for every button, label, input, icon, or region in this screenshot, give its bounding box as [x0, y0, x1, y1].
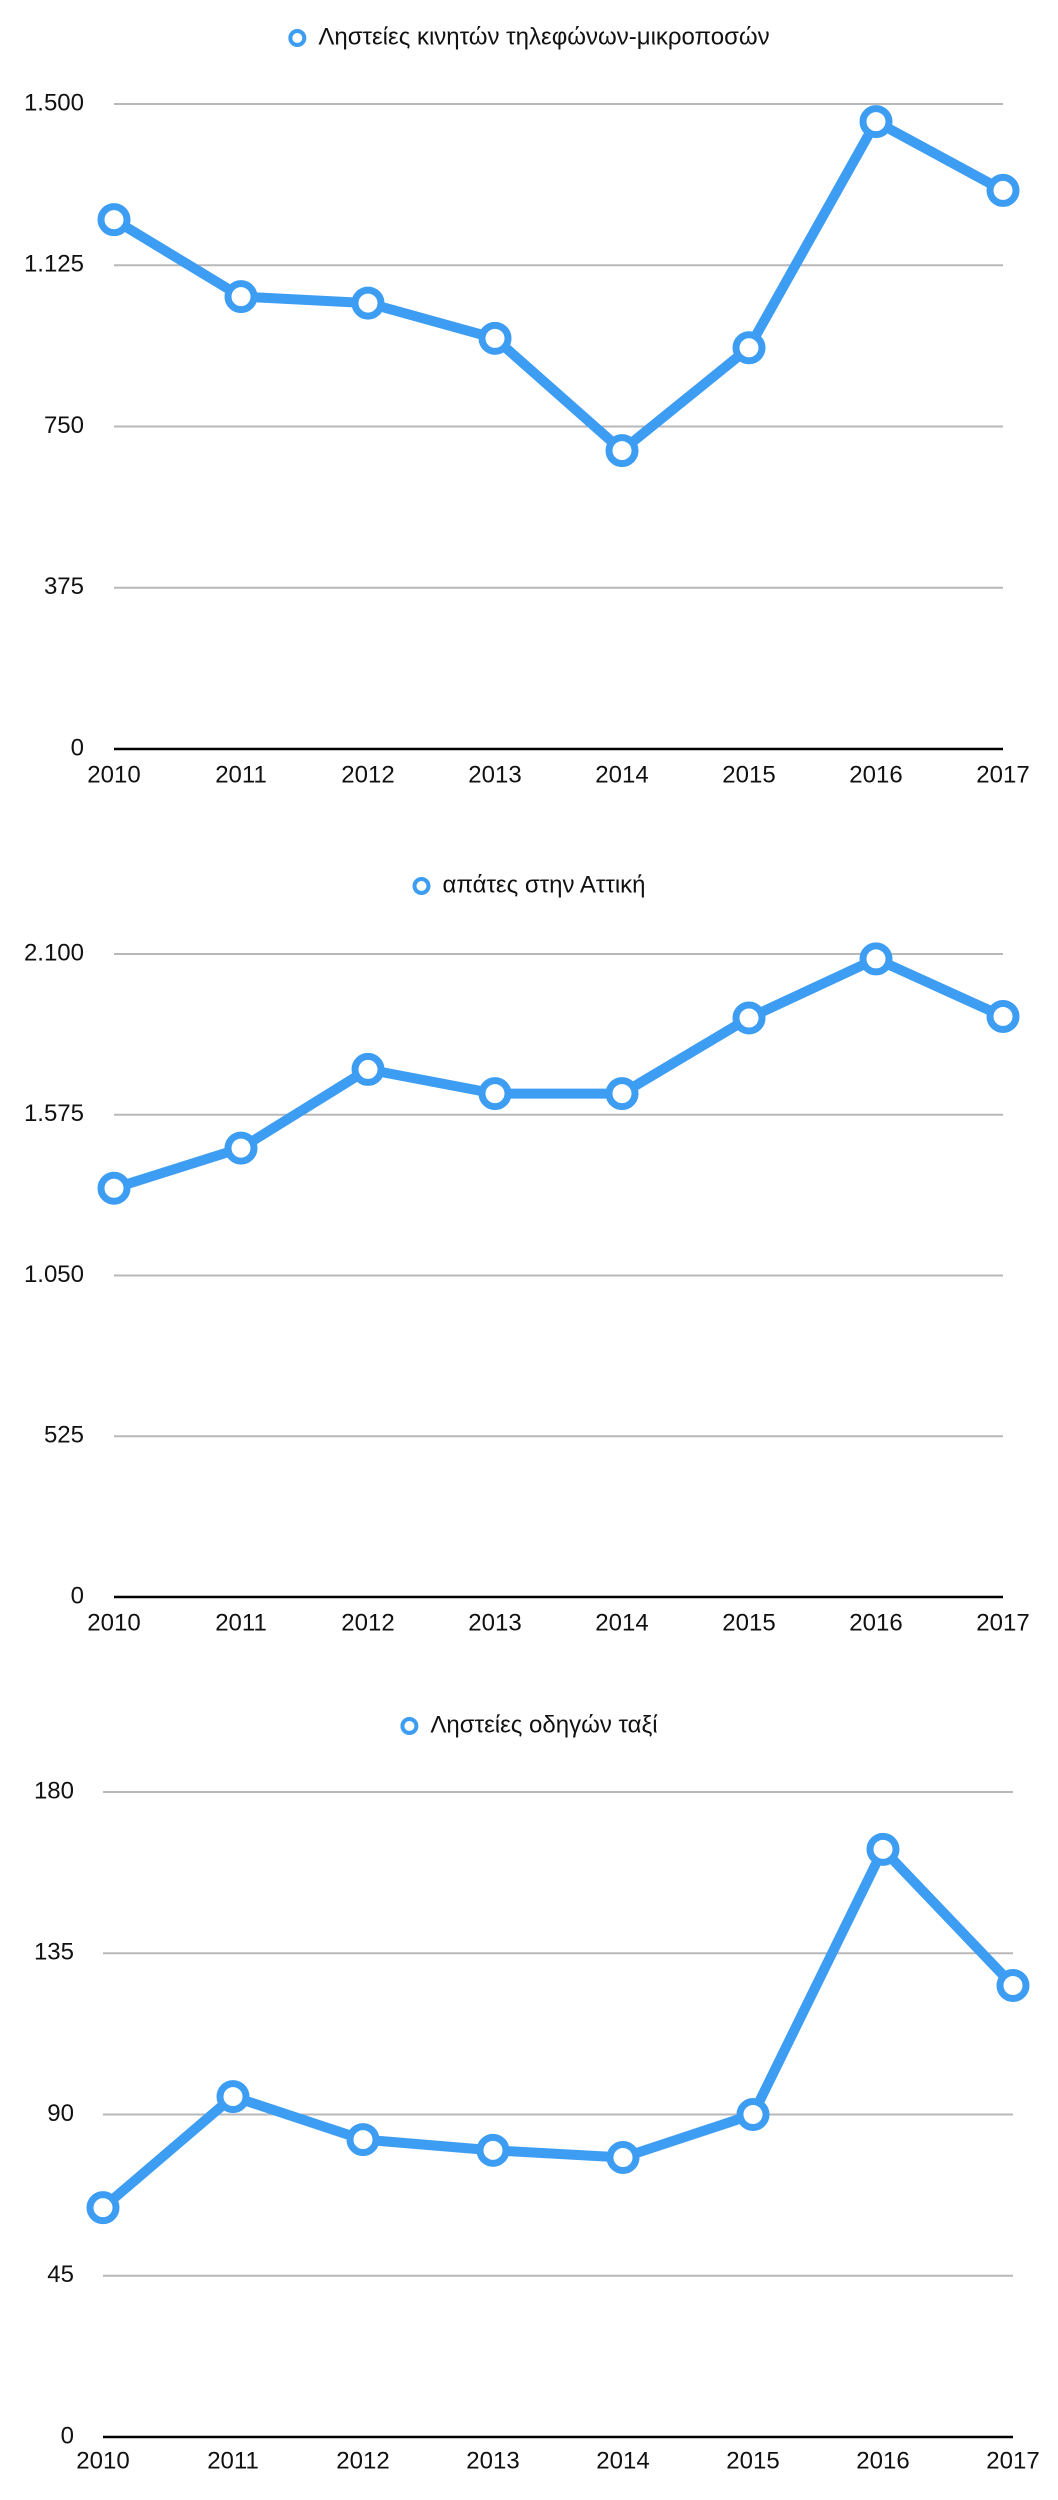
point [478, 321, 512, 355]
y-tick-label: 525 [44, 1422, 84, 1449]
series-line [99, 1844, 1017, 2212]
point [736, 2098, 770, 2131]
point [986, 999, 1020, 1033]
x-tick-label: 2016 [849, 1609, 902, 1636]
y-tick-label: 1.500 [24, 89, 84, 116]
x-tick-label: 2013 [468, 761, 521, 788]
x-tick-label: 2017 [986, 2447, 1039, 2474]
point [351, 1052, 385, 1086]
point [606, 2141, 640, 2174]
point [732, 331, 766, 365]
x-tick-label: 2011 [215, 1609, 267, 1636]
point [605, 434, 639, 468]
x-tick-label: 2015 [722, 761, 775, 788]
legend-marker [400, 1717, 419, 1735]
x-tick-label: 2017 [976, 761, 1029, 788]
point [478, 1077, 512, 1111]
series-line [112, 953, 1006, 1194]
y-tick-label: 135 [34, 1939, 74, 1966]
point [605, 1077, 639, 1111]
x-tick-label: 2012 [341, 1609, 394, 1636]
x-tick-label: 2010 [76, 2447, 129, 2474]
x-tick-label: 2012 [341, 761, 394, 788]
legend-label: απάτες στην Αττική [442, 871, 645, 898]
x-tick-label: 2014 [595, 761, 648, 788]
point [732, 1001, 766, 1035]
y-tick-label: 375 [44, 573, 84, 600]
y-tick-label: 1.050 [24, 1261, 84, 1288]
point [216, 2080, 250, 2114]
legend-label: Ληστείες οδηγών ταξί [430, 1711, 658, 1738]
point [346, 2123, 380, 2157]
point [97, 1171, 131, 1205]
legend-marker [412, 877, 431, 895]
point [97, 203, 131, 237]
y-tick-label: 750 [44, 412, 84, 439]
x-tick-label: 2011 [215, 761, 267, 788]
point [351, 286, 385, 320]
x-tick-label: 2015 [726, 2447, 779, 2474]
x-tick-label: 2015 [722, 1609, 775, 1636]
y-tick-label: 0 [71, 1582, 84, 1609]
x-tick-label: 2016 [856, 2447, 909, 2474]
x-tick-label: 2013 [466, 2447, 519, 2474]
series-line [111, 116, 1006, 456]
point [86, 2191, 120, 2225]
y-tick-label: 0 [71, 734, 84, 761]
y-tick-label: 2.100 [24, 939, 84, 966]
x-tick-label: 2016 [849, 761, 902, 788]
point [224, 280, 258, 314]
y-tick-label: 90 [47, 2100, 74, 2127]
point [476, 2133, 510, 2167]
point [224, 1131, 258, 1165]
legend-marker [288, 29, 307, 47]
point [996, 1969, 1030, 2002]
y-tick-label: 0 [61, 2422, 74, 2449]
x-tick-label: 2014 [595, 1609, 648, 1636]
point [859, 105, 893, 139]
x-tick-label: 2014 [596, 2447, 649, 2474]
x-tick-label: 2013 [468, 1609, 521, 1636]
legend-label: Ληστείες κινητών τηλεφώνων-μικροποσών [318, 23, 769, 50]
y-tick-label: 1.125 [24, 251, 84, 278]
y-tick-label: 1.575 [24, 1100, 84, 1127]
point [859, 942, 893, 976]
x-tick-label: 2017 [976, 1609, 1029, 1636]
x-tick-label: 2010 [87, 761, 140, 788]
y-tick-label: 180 [34, 1777, 74, 1804]
point [866, 1832, 900, 1866]
x-tick-label: 2012 [336, 2447, 389, 2474]
x-tick-label: 2011 [207, 2447, 259, 2474]
x-tick-label: 2010 [87, 1609, 140, 1636]
point [986, 173, 1020, 207]
y-tick-label: 45 [47, 2261, 74, 2288]
